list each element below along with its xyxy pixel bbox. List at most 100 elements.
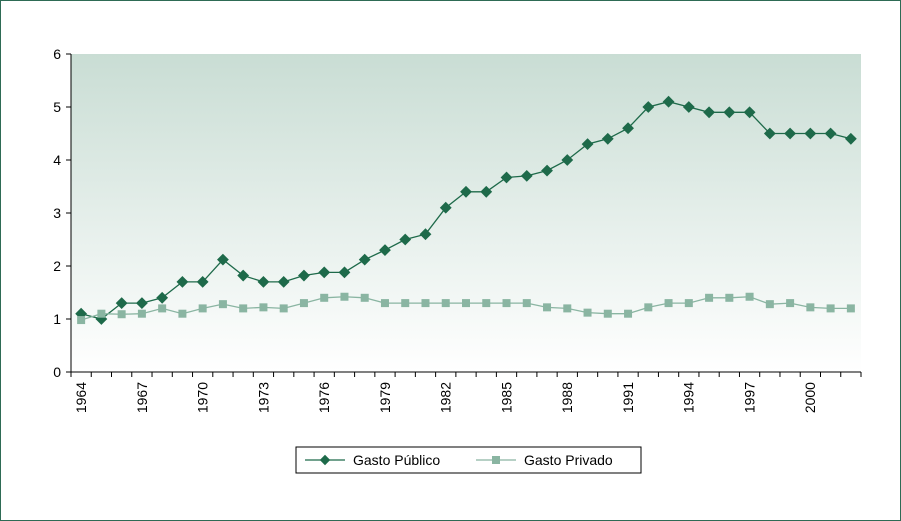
data-point-diamond [460, 185, 472, 198]
data-point-diamond [480, 185, 493, 198]
legend-label-gasto-privado: Gasto Privado [524, 452, 613, 468]
x-tick-label: 1988 [559, 382, 575, 413]
data-point-square [806, 303, 815, 312]
data-point-diamond [237, 269, 250, 282]
data-point-diamond [723, 106, 736, 119]
data-point-square [158, 304, 167, 313]
data-point-square [259, 303, 268, 312]
data-point-diamond [439, 201, 452, 214]
data-point-square [299, 299, 308, 308]
data-point-square [279, 304, 288, 313]
data-point-diamond [541, 164, 553, 177]
data-point-square [239, 304, 248, 313]
data-point-square [198, 304, 207, 313]
data-point-diamond [196, 275, 209, 288]
data-point-diamond [135, 297, 148, 310]
data-point-square [725, 293, 734, 302]
y-tick-label: 2 [53, 258, 61, 274]
data-point-square [178, 309, 187, 318]
plot-area [71, 54, 861, 372]
y-tick-label: 3 [53, 205, 61, 221]
data-point-diamond [642, 101, 655, 113]
data-point-square [421, 299, 430, 308]
y-tick-label: 0 [53, 364, 61, 380]
data-point-diamond [662, 95, 675, 108]
data-point-diamond [784, 127, 797, 140]
y-tick-label: 6 [53, 46, 61, 62]
data-point-square [826, 304, 835, 313]
data-point-square [583, 308, 592, 317]
data-point-square [603, 309, 612, 318]
data-point-square [644, 303, 653, 312]
data-point-square [482, 299, 491, 308]
x-tick-label: 1970 [195, 382, 211, 413]
data-point-square [745, 292, 754, 301]
data-point-diamond [217, 253, 229, 266]
data-point-diamond [419, 228, 432, 241]
legend-marker-square [492, 456, 500, 464]
series-layer [75, 95, 857, 325]
x-tick-label: 1997 [741, 382, 757, 413]
y-axis-tick-labels: 0 1 2 3 4 5 6 [53, 46, 61, 380]
data-point-diamond [601, 132, 614, 145]
data-point-square [765, 300, 774, 309]
data-point-diamond [399, 233, 412, 246]
data-point-square [360, 293, 369, 302]
data-point-diamond [844, 132, 857, 145]
x-tick-label: 1973 [255, 382, 271, 413]
x-tick-label: 1985 [498, 382, 514, 413]
data-point-square [624, 309, 633, 318]
data-point-diamond [682, 101, 695, 113]
data-point-diamond [824, 127, 837, 140]
x-axis-tick-labels: 1964 1967 1970 1973 1976 1979 1982 1985 1988 1991… [73, 382, 818, 413]
x-tick-label: 1967 [134, 382, 150, 413]
legend: Gasto Público Gasto Privado [295, 446, 642, 474]
data-point-diamond [581, 138, 594, 151]
data-point-diamond [500, 171, 513, 184]
x-tick-label: 1982 [438, 382, 454, 413]
y-tick-label: 1 [53, 311, 61, 327]
x-tick-label: 1994 [681, 382, 697, 413]
data-point-diamond [561, 154, 574, 166]
data-point-square [522, 299, 531, 308]
legend-label-gasto-publico: Gasto Público [353, 452, 440, 468]
data-point-square [320, 293, 329, 302]
data-point-square [441, 299, 450, 308]
y-tick-label: 5 [53, 99, 61, 115]
data-point-diamond [804, 127, 817, 140]
data-point-square [218, 300, 227, 309]
x-tick-label: 1991 [620, 382, 636, 413]
data-point-square [97, 309, 106, 318]
data-point-diamond [520, 169, 533, 182]
y-tick-label: 4 [53, 152, 61, 168]
data-point-square [77, 316, 86, 325]
data-point-diamond [257, 275, 270, 288]
data-point-square [846, 304, 855, 313]
data-point-diamond [115, 297, 128, 310]
data-point-square [502, 299, 511, 308]
data-point-diamond [622, 122, 634, 135]
x-tick-label: 2000 [802, 382, 818, 413]
data-point-square [117, 310, 126, 319]
data-point-diamond [176, 275, 189, 288]
x-tick-label: 1976 [316, 382, 332, 413]
data-point-square [705, 293, 714, 302]
data-point-diamond [763, 127, 776, 140]
data-point-square [401, 299, 410, 308]
data-point-square [563, 304, 572, 313]
x-tick-label: 1964 [73, 382, 89, 413]
data-point-diamond [358, 253, 371, 266]
data-point-diamond [277, 275, 290, 288]
axes [66, 53, 862, 377]
data-point-diamond [743, 106, 756, 119]
data-point-diamond [338, 266, 351, 279]
data-point-diamond [379, 244, 391, 257]
data-point-square [786, 299, 795, 308]
legend-marker-diamond [319, 454, 331, 466]
data-point-diamond [318, 266, 331, 279]
data-point-square [380, 299, 389, 308]
legend-box [295, 446, 642, 474]
data-point-square [137, 309, 146, 318]
data-point-diamond [703, 106, 715, 119]
